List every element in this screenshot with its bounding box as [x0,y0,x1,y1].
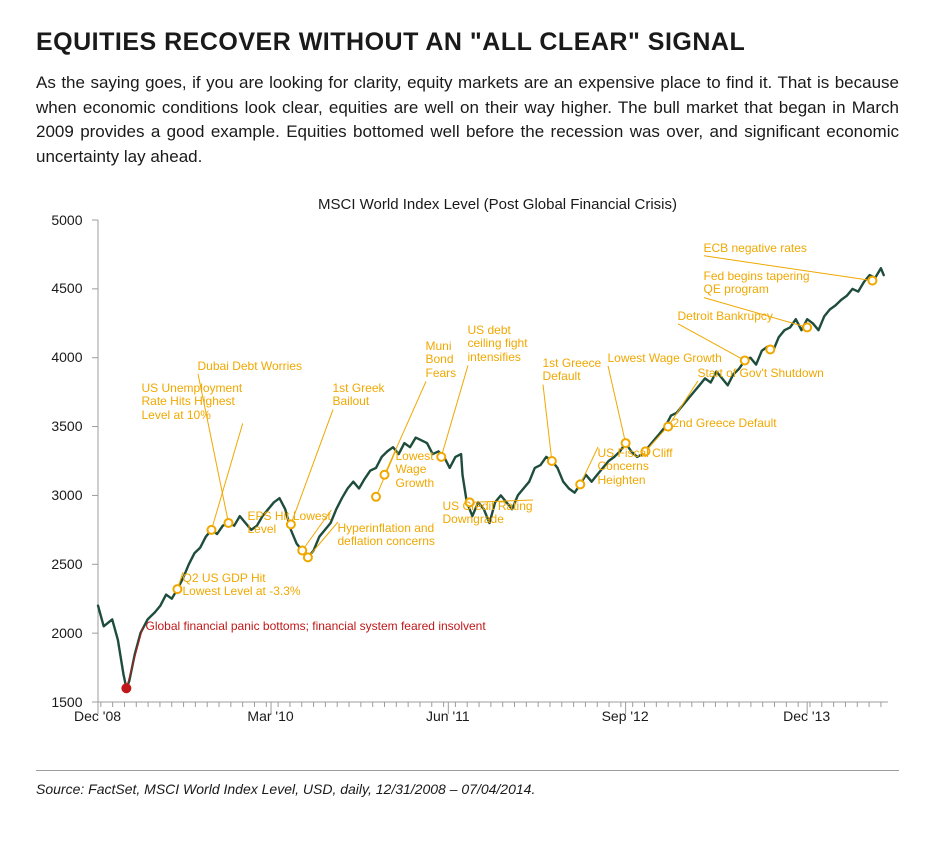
chart-annotation: US Unemployment Rate Hits Highest Level … [142,382,243,423]
chart-annotation: Fed begins tapering QE program [704,270,810,298]
chart-annotation: Global financial panic bottoms; financia… [146,620,486,634]
x-tick-label: Sep '12 [602,708,649,724]
x-tick-label: Mar '10 [247,708,293,724]
x-tick-label: Jun '11 [426,708,470,724]
chart-annotation: 2nd Greece Default [673,417,777,431]
source-note: Source: FactSet, MSCI World Index Level,… [36,770,899,797]
chart-annotation: Muni Bond Fears [426,340,457,381]
chart-annotation: US Credit Rating Downgrade [443,500,533,528]
chart-annotation: Lowest Wage Growth [396,450,435,491]
chart-annotation: Hyperinflation and deflation concerns [338,522,435,550]
chart-annotation: Detroit Bankrupcy [678,310,773,324]
chart-annotation: EPS Hit Lowest Level [248,510,331,538]
chart-annotation: 1st Greece Default [543,357,602,385]
y-tick-label: 3500 [33,418,83,434]
chart-annotation: Lowest Wage Growth [608,352,722,366]
y-tick-label: 2500 [33,556,83,572]
chart-annotation: US Fiscal Cliff Concerns Heighten [598,447,673,488]
chart-annotation: Start of Gov't Shutdown [698,367,824,381]
y-tick-label: 4000 [33,349,83,365]
chart-annotation: 1st Greek Bailout [333,382,385,410]
intro-paragraph: As the saying goes, if you are looking f… [36,71,899,170]
chart-annotation: ECB negative rates [704,242,807,256]
y-tick-label: 2000 [33,625,83,641]
y-tick-label: 3000 [33,487,83,503]
chart-container: MSCI World Index Level (Post Global Fina… [38,192,898,752]
chart-annotation: Q2 US GDP Hit Lowest Level at -3.3% [183,572,301,600]
x-tick-label: Dec '13 [783,708,830,724]
y-tick-label: 4500 [33,280,83,296]
x-tick-label: Dec '08 [74,708,121,724]
y-tick-label: 5000 [33,212,83,228]
chart-annotation: US debt ceiling fight intensifies [468,324,528,365]
page-title: EQUITIES RECOVER WITHOUT AN "ALL CLEAR" … [36,28,899,57]
chart-annotation: Dubai Debt Worries [198,360,302,374]
